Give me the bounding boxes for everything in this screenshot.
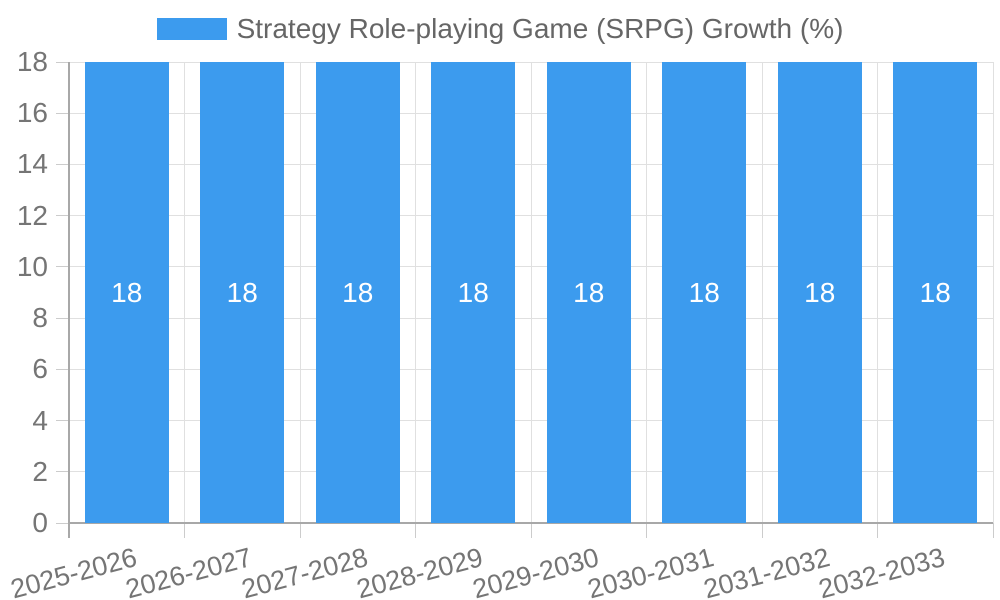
bar-value-label: 18 [919,276,951,308]
y-axis-label-2: 2 [32,455,48,487]
y-axis-label-6: 6 [32,353,48,385]
y-tick-14 [56,163,69,165]
y-axis-label-14: 14 [16,148,48,180]
y-tick-4 [56,420,69,422]
x-tick-8 [992,523,994,538]
bar-2028-2029[interactable]: 18 [431,62,516,523]
y-axis-label-10: 10 [16,250,48,282]
bar-value-label: 18 [342,276,374,308]
bar-value-label: 18 [111,276,143,308]
v-gridline-3 [415,62,416,523]
y-axis-label-18: 18 [16,46,48,77]
x-tick-5 [646,523,647,538]
bar-2027-2028[interactable]: 18 [315,62,400,523]
x-tick-2 [299,523,301,538]
y-tick-8 [56,317,69,319]
legend[interactable]: Strategy Role-playing Game (SRPG) Growth… [0,13,1000,45]
y-axis-line [68,62,70,523]
y-tick-10 [56,266,69,268]
x-tick-4 [530,523,532,538]
y-axis-label-8: 8 [32,302,48,334]
y-tick-2 [56,471,69,473]
y-tick-0 [56,522,69,524]
y-axis-label-4: 4 [32,404,48,436]
x-axis-label-2028-2029: 2028-2029 [353,542,487,600]
bar-value-label: 18 [573,276,605,308]
x-axis-label-2027-2028: 2027-2028 [238,542,371,600]
y-tick-16 [56,112,69,114]
bar-2031-2032[interactable]: 18 [777,62,862,523]
x-tick-1 [184,523,185,538]
bar-2026-2027[interactable]: 18 [200,62,285,523]
v-gridline-7 [877,62,878,523]
y-tick-6 [56,368,69,370]
x-tick-0 [68,523,70,538]
v-gridline-6 [761,62,763,523]
bar-value-label: 18 [226,276,258,308]
legend-swatch [156,18,227,40]
y-axis-label-0: 0 [32,507,48,538]
x-axis-label-2031-2032: 2031-2032 [700,542,833,600]
legend-label: Strategy Role-playing Game (SRPG) Growth… [236,13,844,44]
x-axis-label-2030-2031: 2030-2031 [584,542,718,600]
bar-2032-2033[interactable]: 18 [893,62,978,523]
bar-2025-2026[interactable]: 18 [84,62,169,523]
y-tick-12 [56,215,69,217]
x-axis-label-2026-2027: 2026-2027 [122,542,256,600]
v-gridline-1 [184,62,185,523]
bar-2030-2031[interactable]: 18 [662,62,747,523]
v-gridline-5 [646,62,647,523]
x-axis-label-2025-2026: 2025-2026 [7,542,140,600]
x-tick-3 [415,523,416,538]
bar-2029-2030[interactable]: 18 [546,62,631,523]
v-gridline-4 [530,62,532,523]
y-tick-18 [56,61,69,63]
y-axis-label-16: 16 [16,97,48,129]
bar-value-label: 18 [804,276,836,308]
v-gridline-2 [299,62,301,523]
y-axis-label-12: 12 [16,199,48,231]
x-axis-label-2032-2033: 2032-2033 [815,542,949,600]
x-tick-6 [761,523,763,538]
v-gridline-8 [992,62,994,523]
bar-value-label: 18 [688,276,720,308]
bar-value-label: 18 [457,276,489,308]
x-axis-label-2029-2030: 2029-2030 [469,542,602,600]
x-axis-line [69,522,993,524]
x-tick-7 [877,523,878,538]
